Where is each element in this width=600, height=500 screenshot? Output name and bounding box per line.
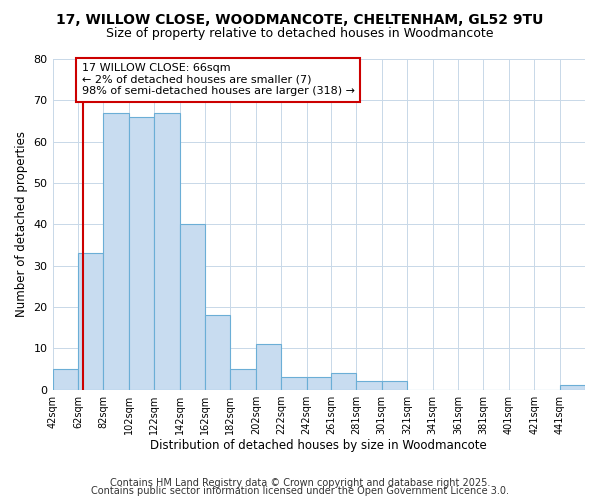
Text: Size of property relative to detached houses in Woodmancote: Size of property relative to detached ho…	[106, 28, 494, 40]
Bar	[230, 369, 256, 390]
Bar	[560, 386, 585, 390]
Text: 17, WILLOW CLOSE, WOODMANCOTE, CHELTENHAM, GL52 9TU: 17, WILLOW CLOSE, WOODMANCOTE, CHELTENHA…	[56, 12, 544, 26]
Bar	[154, 112, 179, 390]
Bar	[103, 112, 129, 390]
Bar	[205, 315, 230, 390]
Bar	[382, 382, 407, 390]
Bar	[179, 224, 205, 390]
Text: Contains public sector information licensed under the Open Government Licence 3.: Contains public sector information licen…	[91, 486, 509, 496]
Bar	[256, 344, 281, 390]
Bar	[307, 377, 331, 390]
Text: Contains HM Land Registry data © Crown copyright and database right 2025.: Contains HM Land Registry data © Crown c…	[110, 478, 490, 488]
Text: 17 WILLOW CLOSE: 66sqm
← 2% of detached houses are smaller (7)
98% of semi-detac: 17 WILLOW CLOSE: 66sqm ← 2% of detached …	[82, 63, 355, 96]
X-axis label: Distribution of detached houses by size in Woodmancote: Distribution of detached houses by size …	[151, 440, 487, 452]
Bar	[129, 117, 154, 390]
Bar	[78, 253, 103, 390]
Y-axis label: Number of detached properties: Number of detached properties	[15, 132, 28, 318]
Bar	[53, 369, 78, 390]
Bar	[356, 382, 382, 390]
Bar	[331, 373, 356, 390]
Bar	[281, 377, 307, 390]
